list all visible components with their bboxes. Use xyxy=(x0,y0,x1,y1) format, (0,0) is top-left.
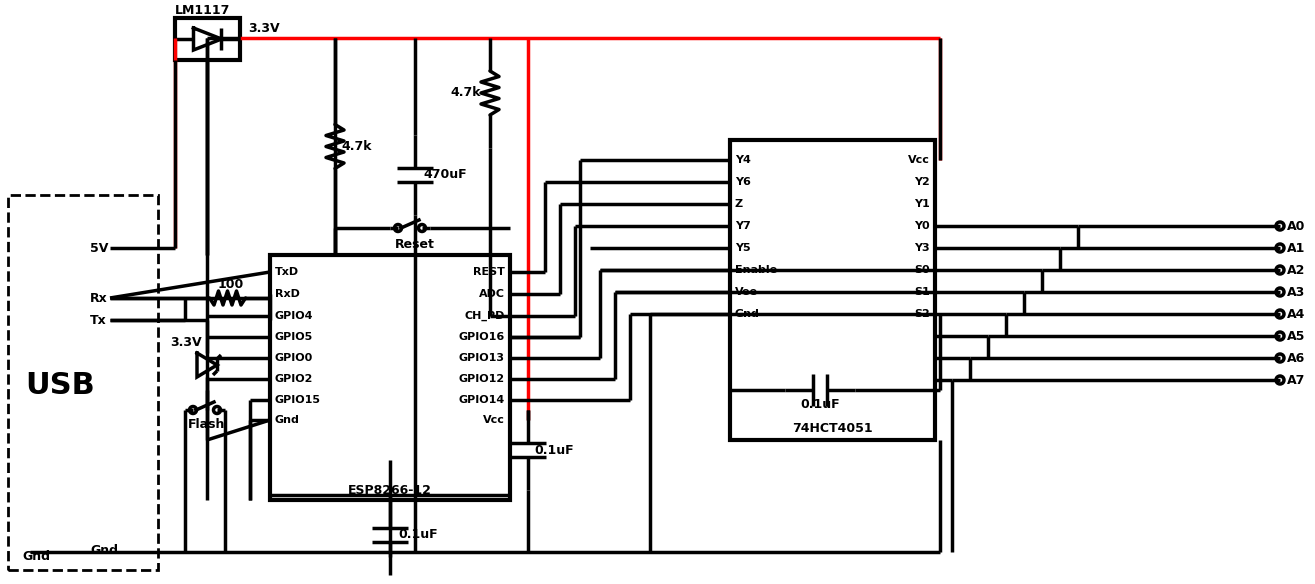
Text: GPIO15: GPIO15 xyxy=(275,395,321,405)
Text: Y3: Y3 xyxy=(914,243,930,253)
Text: Y5: Y5 xyxy=(735,243,751,253)
Text: Gnd: Gnd xyxy=(22,551,50,564)
Text: Rx: Rx xyxy=(89,291,108,304)
Text: S0: S0 xyxy=(914,265,930,275)
Text: GPIO5: GPIO5 xyxy=(275,332,313,342)
Text: GPIO13: GPIO13 xyxy=(459,353,505,363)
Text: 4.7k: 4.7k xyxy=(341,140,372,153)
Text: Vcc: Vcc xyxy=(483,415,505,425)
Text: Tx: Tx xyxy=(89,314,107,326)
Text: S2: S2 xyxy=(914,309,930,319)
Text: Y4: Y4 xyxy=(735,155,751,165)
Bar xyxy=(8,195,158,570)
Text: ADC: ADC xyxy=(479,289,505,299)
Text: Y0: Y0 xyxy=(914,221,930,231)
Bar xyxy=(175,18,241,60)
Text: A4: A4 xyxy=(1287,308,1306,321)
Text: REST: REST xyxy=(473,267,505,277)
Text: 5V: 5V xyxy=(89,242,108,255)
Text: Y1: Y1 xyxy=(914,199,930,209)
Text: 100: 100 xyxy=(217,277,243,290)
Text: ESP8266-12: ESP8266-12 xyxy=(348,484,431,496)
Text: CH_PD: CH_PD xyxy=(464,311,505,321)
Text: 4.7k: 4.7k xyxy=(450,86,480,99)
Text: 3.3V: 3.3V xyxy=(249,22,280,34)
Text: Z: Z xyxy=(735,199,743,209)
Text: A6: A6 xyxy=(1287,352,1306,364)
Text: Gnd: Gnd xyxy=(275,415,300,425)
Text: LM1117: LM1117 xyxy=(175,4,230,16)
Text: Y2: Y2 xyxy=(914,177,930,187)
Text: A1: A1 xyxy=(1287,242,1306,255)
Text: TxD: TxD xyxy=(275,267,299,277)
Text: RxD: RxD xyxy=(275,289,300,299)
Text: GPIO14: GPIO14 xyxy=(459,395,505,405)
Text: A2: A2 xyxy=(1287,263,1306,276)
Text: A5: A5 xyxy=(1287,329,1306,342)
Text: 470uF: 470uF xyxy=(423,169,467,182)
Text: Enable: Enable xyxy=(735,265,777,275)
Text: Y6: Y6 xyxy=(735,177,751,187)
Text: 0.1uF: 0.1uF xyxy=(534,443,573,457)
Text: Y7: Y7 xyxy=(735,221,751,231)
Text: A3: A3 xyxy=(1287,286,1306,298)
Text: A0: A0 xyxy=(1287,220,1306,232)
Text: GPIO4: GPIO4 xyxy=(275,311,313,321)
Text: GPIO16: GPIO16 xyxy=(459,332,505,342)
Text: GPIO0: GPIO0 xyxy=(275,353,313,363)
Text: GPIO2: GPIO2 xyxy=(275,374,313,384)
Text: 0.1uF: 0.1uF xyxy=(800,398,839,411)
Text: Gnd: Gnd xyxy=(735,309,760,319)
Text: A7: A7 xyxy=(1287,374,1306,387)
Bar xyxy=(270,255,510,500)
Text: USB: USB xyxy=(25,370,95,399)
Text: Reset: Reset xyxy=(394,238,435,251)
Text: Flash: Flash xyxy=(188,418,225,430)
Text: 3.3V: 3.3V xyxy=(170,335,201,349)
Text: Vcc: Vcc xyxy=(909,155,930,165)
Bar xyxy=(730,140,935,440)
Text: S1: S1 xyxy=(914,287,930,297)
Text: Gnd: Gnd xyxy=(89,544,118,557)
Text: GPIO12: GPIO12 xyxy=(459,374,505,384)
Text: 74HCT4051: 74HCT4051 xyxy=(792,422,873,434)
Text: 0.1uF: 0.1uF xyxy=(398,529,438,541)
Text: Vee: Vee xyxy=(735,287,757,297)
